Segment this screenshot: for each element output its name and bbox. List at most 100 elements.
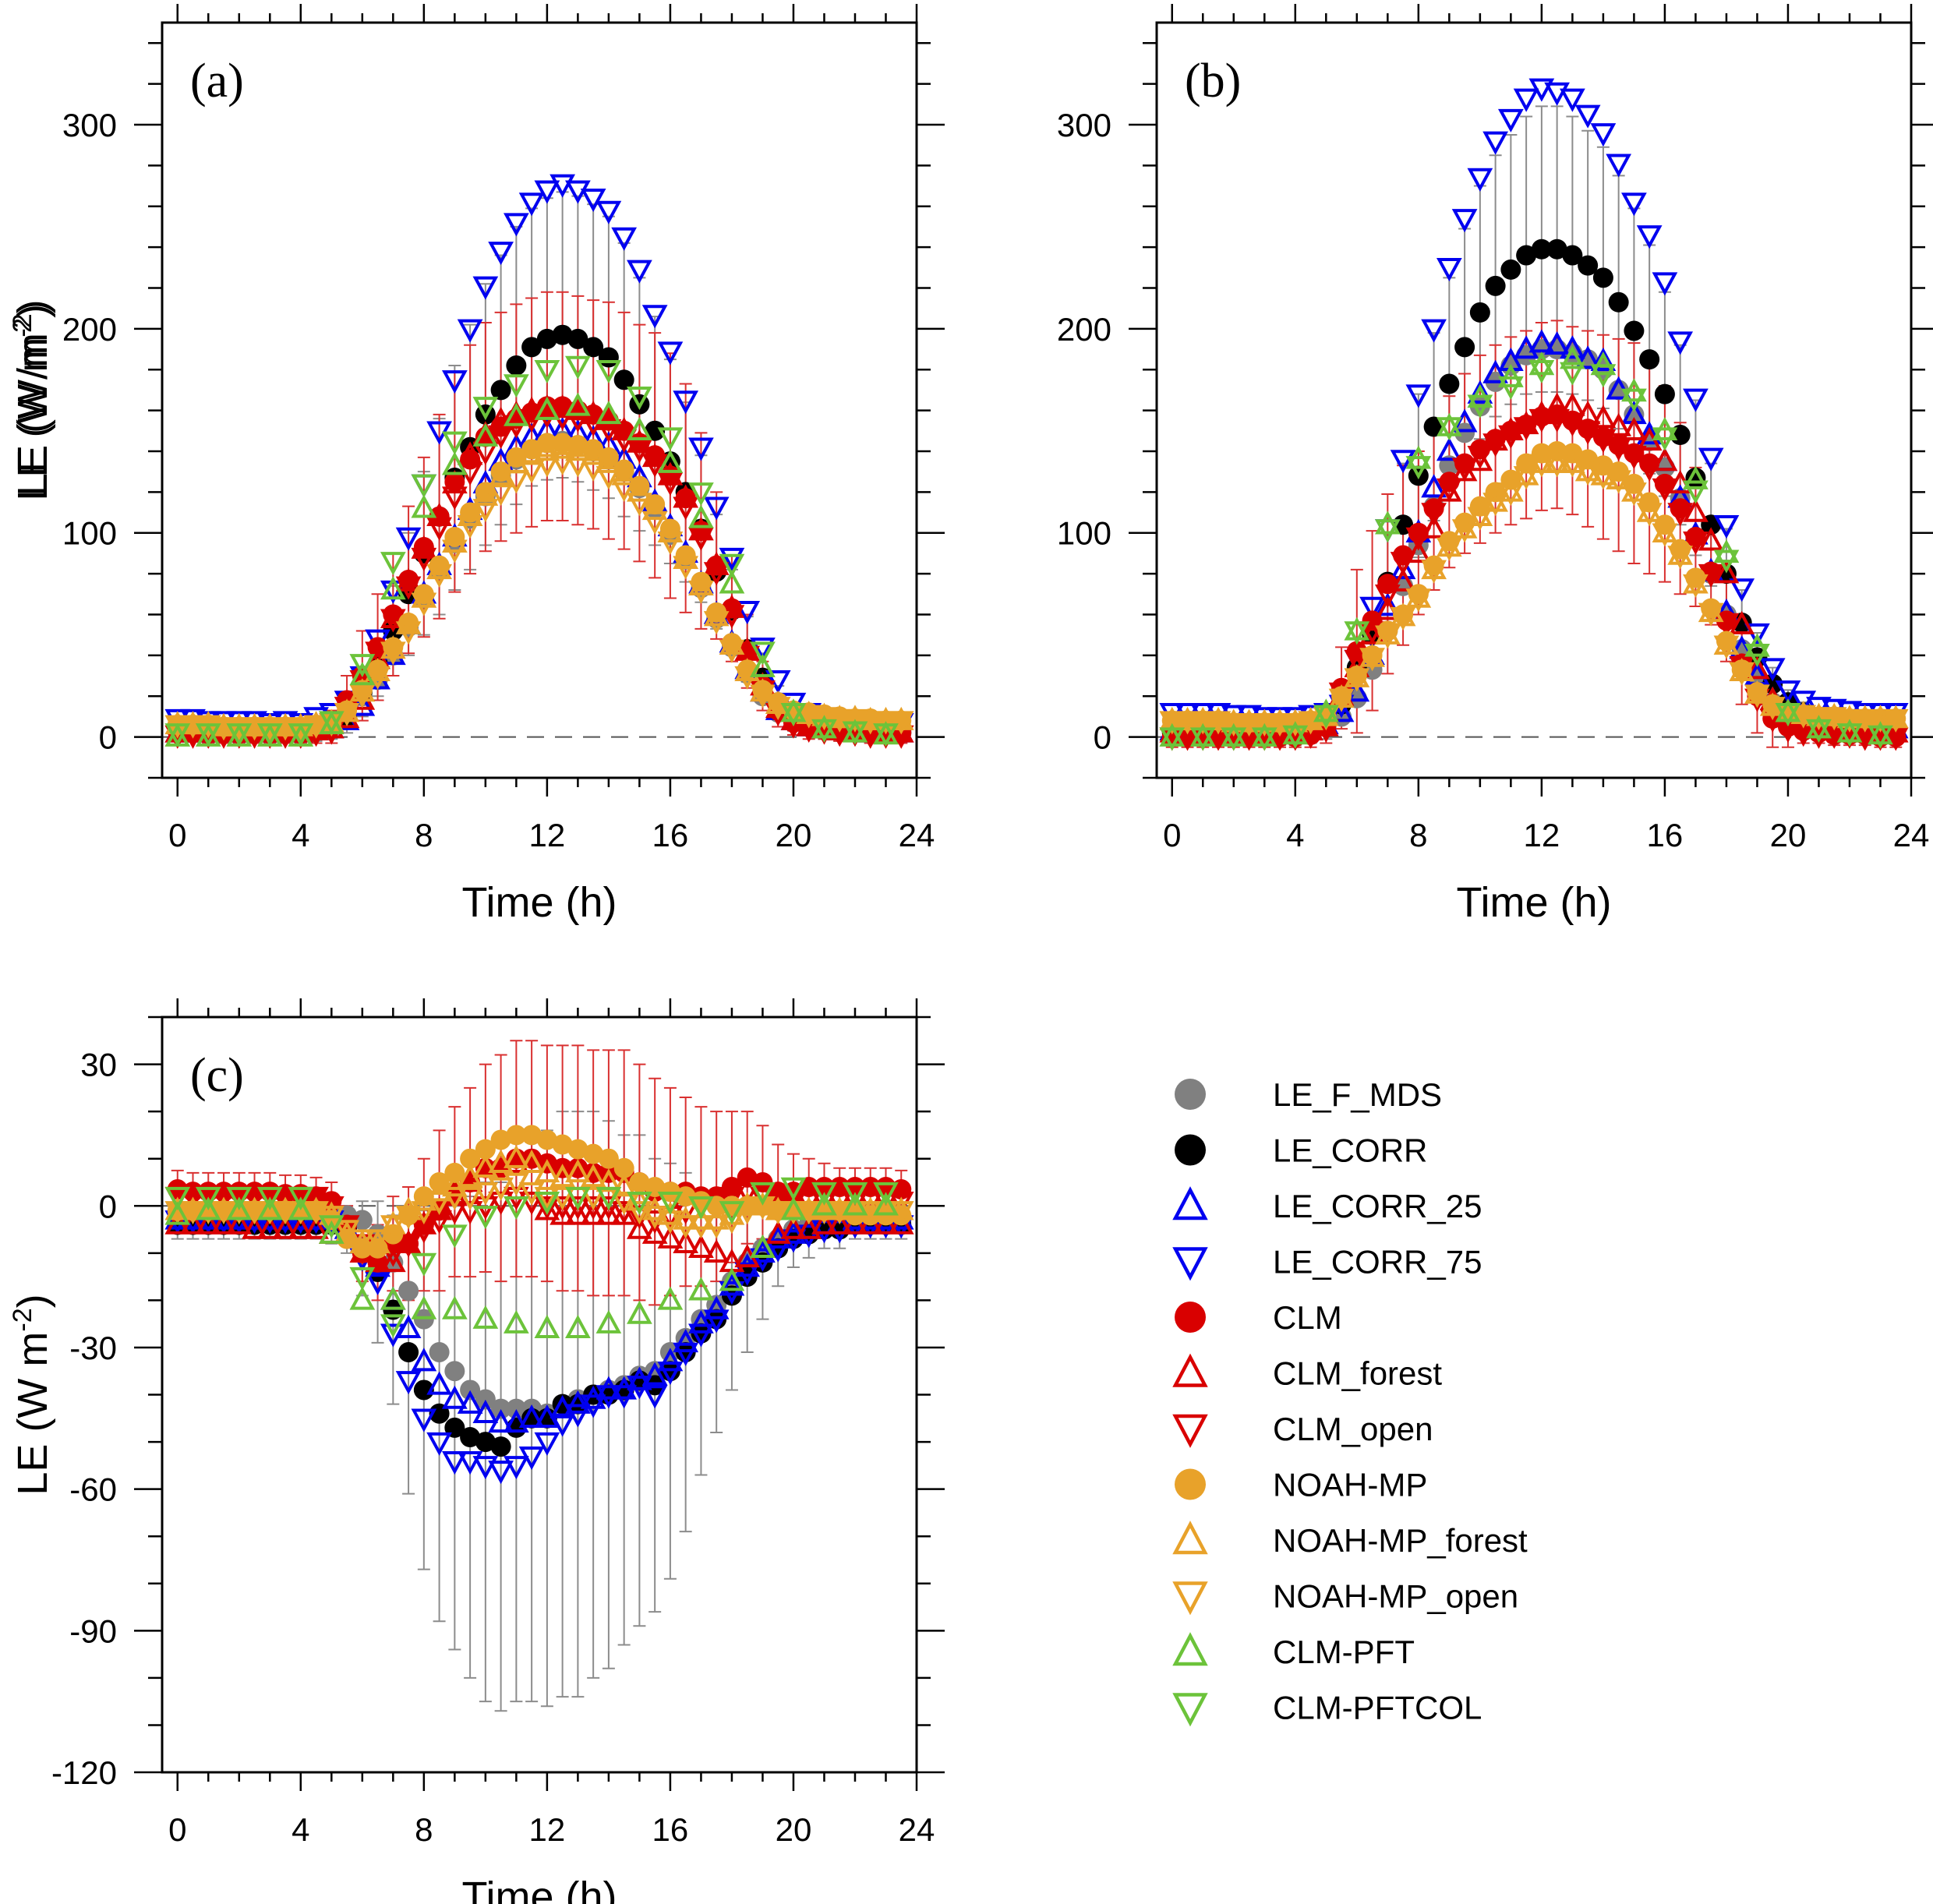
x-tick-label: 16 (652, 817, 689, 853)
x-tick-label: 12 (529, 817, 566, 853)
data-point (441, 470, 468, 494)
data-point (164, 1186, 191, 1210)
data-point (429, 506, 450, 527)
y-tick-label: 200 (1057, 311, 1111, 348)
data-point (1161, 710, 1182, 731)
data-point (1729, 578, 1755, 602)
data-point (534, 1191, 560, 1216)
data-point (210, 1201, 237, 1225)
data-point (365, 657, 390, 682)
series-noah-mp-open (164, 451, 914, 741)
data-point (1683, 465, 1709, 489)
data-point (488, 242, 514, 266)
x-axis-title: Time (h) (462, 879, 617, 926)
data-point (1560, 88, 1585, 112)
data-point (842, 1182, 868, 1206)
data-point (641, 1220, 668, 1244)
legend-marker (1172, 1414, 1208, 1448)
y-axis-title-superscript: 2 (8, 318, 37, 333)
data-point (536, 1129, 557, 1150)
data-point (688, 437, 714, 461)
data-point (472, 397, 499, 421)
data-point (673, 556, 699, 580)
data-point (349, 1266, 376, 1291)
data-point (242, 1215, 267, 1239)
data-point (703, 1238, 730, 1263)
series-le-corr (167, 324, 912, 744)
data-point (195, 1210, 221, 1235)
data-point (504, 1409, 529, 1433)
data-point (627, 493, 652, 517)
series-noah-mp-forest (164, 435, 914, 737)
data-point (719, 553, 745, 578)
data-point (1436, 258, 1462, 282)
data-point (475, 1389, 496, 1410)
data-point (565, 392, 591, 416)
data-point (210, 1186, 237, 1210)
data-point (506, 1125, 527, 1146)
data-point (349, 662, 376, 686)
data-point (244, 1200, 265, 1221)
data-point (1544, 330, 1570, 355)
y-axis-title-superscript: -2 (8, 313, 37, 337)
data-point (1498, 425, 1524, 449)
data-point (1421, 503, 1447, 527)
data-point (750, 1234, 776, 1258)
data-point (1390, 606, 1416, 631)
data-point (1451, 519, 1478, 543)
data-point (765, 1201, 791, 1225)
data-point (780, 1220, 807, 1244)
legend-label: LE_CORR (1273, 1132, 1427, 1169)
data-point (518, 1446, 545, 1471)
data-point (829, 1200, 850, 1221)
data-point (826, 1210, 853, 1235)
data-point (565, 454, 591, 478)
data-point (195, 1186, 221, 1210)
data-point (1528, 454, 1555, 478)
data-point (1806, 719, 1832, 743)
series-noah-mp-open (1159, 454, 1909, 737)
data-point (1667, 331, 1694, 355)
data-point (811, 1192, 837, 1216)
data-point (226, 717, 253, 741)
legend-label: NOAH-MP_forest (1273, 1522, 1528, 1559)
data-point (1744, 684, 1770, 708)
data-point (411, 1252, 437, 1277)
data-point (490, 1129, 511, 1150)
data-point (198, 1200, 219, 1221)
data-point (411, 584, 437, 608)
data-point (657, 472, 684, 496)
plot-frame (161, 21, 918, 779)
legend-label: LE_CORR_25 (1273, 1188, 1482, 1224)
data-point (1454, 337, 1475, 358)
legend-marker (1172, 1247, 1208, 1281)
data-point (441, 451, 468, 475)
data-point (750, 1196, 776, 1220)
x-tick-label: 16 (1647, 817, 1684, 853)
data-point (565, 1159, 591, 1183)
data-point (641, 1196, 668, 1220)
data-point (734, 1182, 761, 1206)
data-point (1624, 320, 1645, 341)
data-point (395, 1234, 422, 1258)
data-point (504, 1149, 529, 1173)
data-point (811, 1182, 837, 1206)
series-le-corr (1161, 238, 1906, 746)
data-point (550, 1201, 575, 1225)
data-point (1560, 362, 1585, 386)
data-point (472, 1153, 499, 1178)
data-point (1574, 461, 1601, 486)
data-point (657, 341, 684, 366)
data-point (1482, 433, 1508, 457)
data-point (595, 400, 622, 425)
data-point (641, 1362, 668, 1386)
data-point (552, 324, 573, 345)
data-point (750, 1248, 776, 1272)
panel-a: 0 4 8 12 16 20 24 0 100 200 300 Time (h) LE (W m-2) (… (8, 4, 945, 926)
data-point (1436, 437, 1462, 461)
data-point (752, 1196, 773, 1217)
data-point (318, 711, 345, 735)
data-point (1759, 697, 1786, 721)
data-point (1451, 209, 1478, 233)
